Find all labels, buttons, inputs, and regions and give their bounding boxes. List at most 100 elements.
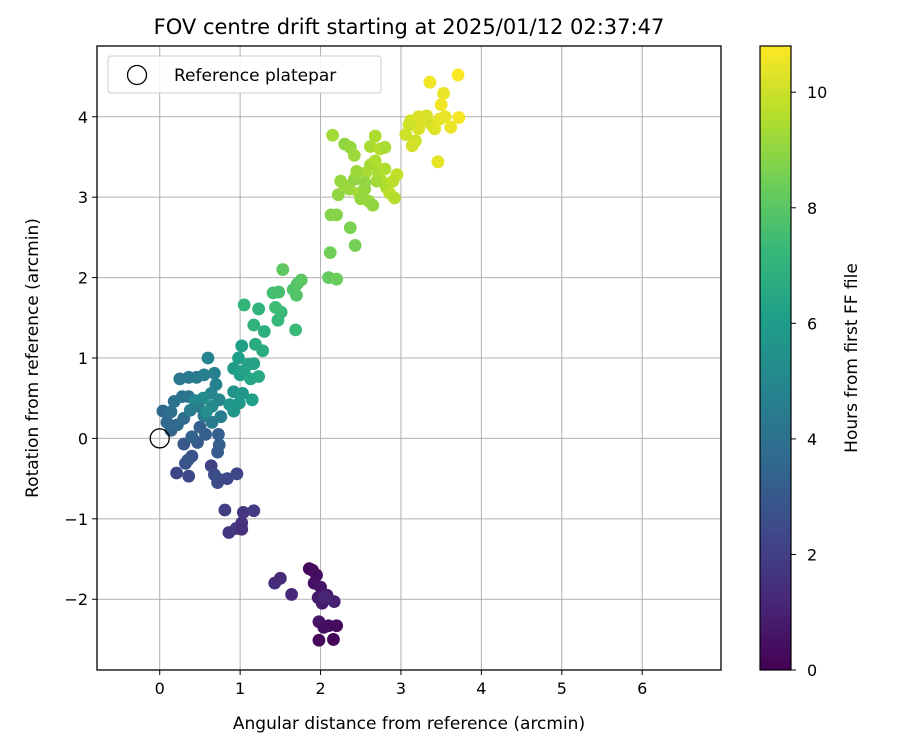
x-tick-label: 1 [235,679,245,698]
data-point [236,505,250,519]
x-tick-label: 5 [557,679,567,698]
data-point [183,403,197,417]
data-point [378,162,392,176]
y-tick-label: 0 [78,429,88,448]
legend: Reference platepar [107,55,382,94]
data-point [368,129,382,143]
x-tick-label: 0 [155,679,165,698]
x-axis-label: Angular distance from reference (arcmin) [233,714,585,734]
colorbar-ticks: 0 2 4 6 8 10 [791,83,827,680]
data-point [438,110,452,124]
y-tick-label: 4 [78,108,88,127]
x-tick-label: 6 [637,679,647,698]
colorbar-label: Hours from first FF file [842,263,862,453]
data-point [452,111,466,124]
colorbar-tick-label: 10 [807,83,827,102]
data-point [434,98,448,112]
data-point [399,128,413,141]
data-point [230,467,244,481]
data-point [330,208,344,222]
data-point [368,154,382,168]
legend-label-reference: Reference platepar [174,66,336,86]
data-point [193,420,207,434]
data-point [370,174,384,188]
x-tick-label: 2 [315,679,325,698]
data-point [235,339,249,353]
y-tick-label: −2 [64,590,88,609]
data-point [451,68,465,82]
data-point [199,405,213,419]
y-axis-ticks: −2 −1 0 1 2 3 4 [64,108,97,609]
data-point [402,118,416,132]
data-point [294,273,308,287]
data-point [386,174,400,188]
data-point [232,351,245,365]
data-point [247,357,261,371]
data-point [323,246,337,260]
data-point [285,588,298,601]
legend-marker-reference [126,64,148,86]
y-tick-label: −1 [64,510,88,529]
chart-title: FOV centre drift starting at 2025/01/12 … [154,15,665,39]
data-point [343,221,357,235]
data-point [237,298,251,312]
colorbar-tick-label: 6 [807,314,817,333]
scatter-points [149,68,466,647]
data-point [331,188,345,202]
data-point [412,122,426,136]
data-point [312,633,326,647]
data-point [330,272,344,286]
data-point [160,415,174,429]
data-point [290,288,303,302]
data-point [350,165,364,178]
reference-platepar-marker [149,428,170,449]
colorbar-tick-label: 4 [807,430,817,449]
data-point [236,386,249,400]
y-axis-label: Rotation from reference (arcmin) [23,218,43,498]
data-point [358,176,372,190]
y-tick-label: 3 [78,188,88,207]
data-point [423,75,437,89]
data-point [211,476,225,490]
data-point [208,366,221,380]
data-point [188,394,202,408]
data-point [289,323,303,337]
data-point [252,302,266,316]
data-point [220,472,234,486]
x-axis-ticks: 0 1 2 3 4 5 6 [155,670,647,698]
data-point [272,285,286,299]
data-point [343,182,356,196]
data-point [327,633,340,646]
data-point [366,198,380,212]
data-point [181,453,195,467]
data-point [247,504,261,518]
data-point [388,191,401,205]
data-point [276,263,290,276]
data-point [218,503,232,517]
data-point [428,122,442,136]
data-point [232,396,246,410]
x-tick-label: 4 [476,679,486,698]
legend-box [107,55,382,94]
data-point [364,140,377,153]
data-point [197,368,211,382]
data-point [330,619,344,633]
data-point [327,595,341,609]
x-tick-label: 3 [396,679,406,698]
data-point [170,466,184,480]
data-point [256,344,270,358]
data-point [212,438,226,452]
data-point [257,325,271,338]
data-point [431,155,445,169]
colorbar-tick-label: 8 [807,199,817,218]
y-tick-label: 1 [78,349,88,368]
data-point [201,351,215,365]
data-point [354,192,368,206]
data-point [235,522,249,536]
data-point [245,393,259,407]
data-point [247,318,261,332]
data-point [348,239,362,252]
data-point [334,174,348,188]
data-point [405,139,419,153]
